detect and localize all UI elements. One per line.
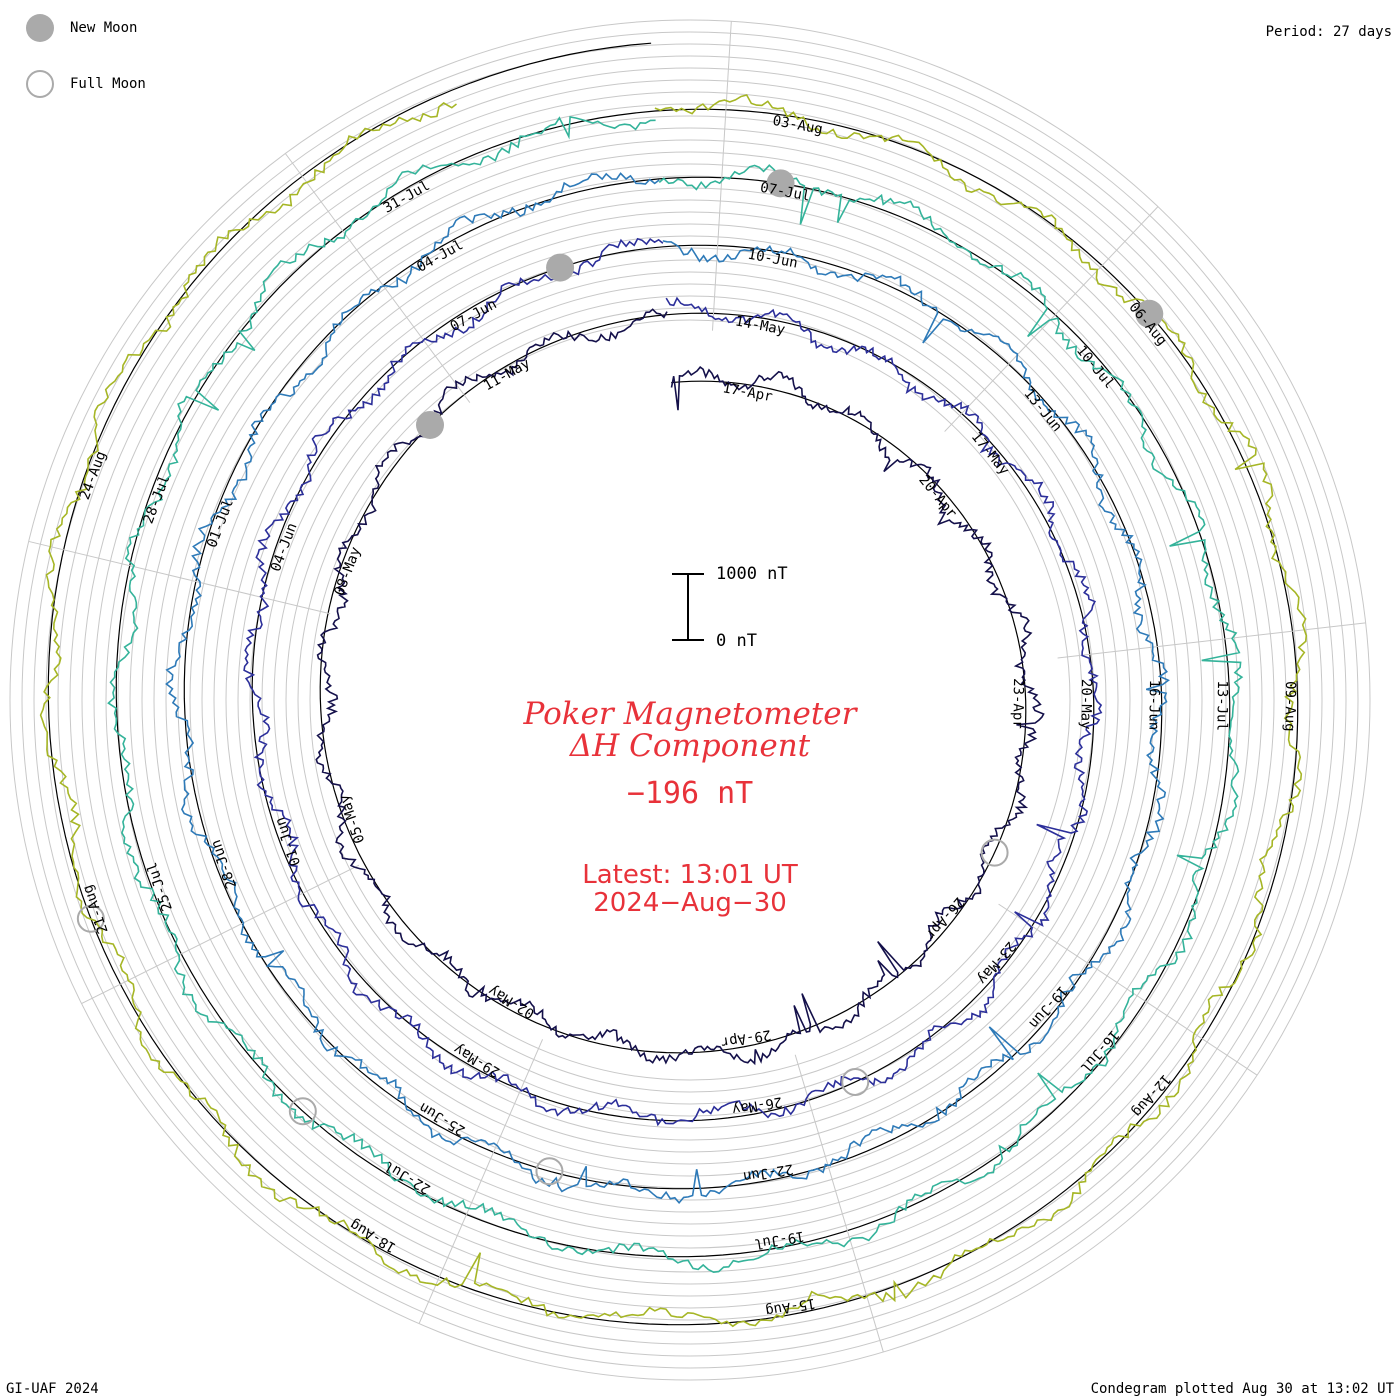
grid-spoke <box>794 1054 884 1353</box>
legend-new-moon-label: New Moon <box>70 20 138 36</box>
grid-ring <box>177 187 1203 1213</box>
grid-ring <box>117 127 1263 1273</box>
full-moon-marker <box>76 904 105 933</box>
grid-ring <box>93 103 1287 1297</box>
date-label: 01-Jun <box>272 815 304 868</box>
new-moon-marker <box>766 169 795 198</box>
legend-new-moon: New Moon <box>26 12 137 44</box>
grid-ring <box>165 175 1215 1225</box>
full-moon-icon <box>26 70 54 98</box>
grid-spoke <box>998 903 1258 1076</box>
date-label: 20-May <box>1077 679 1094 730</box>
date-label: 17-May <box>968 429 1012 478</box>
date-label: 07-Jul <box>759 180 812 205</box>
chart-subtitle: ΔH Component <box>569 728 811 764</box>
date-label: 17-Apr <box>721 380 774 405</box>
series-trace <box>243 237 1103 1127</box>
new-moon-marker <box>416 410 445 439</box>
footer-credit: GI-UAF 2024 <box>6 1381 99 1397</box>
grid-ring <box>261 271 1119 1129</box>
scale-bottom-label: 0 nT <box>716 631 757 651</box>
grid-ring <box>153 163 1227 1237</box>
grid-ring <box>249 259 1131 1141</box>
series-trace <box>315 308 1045 1066</box>
grid-ring <box>201 211 1179 1189</box>
date-label: 20-Apr <box>915 472 959 521</box>
latest-time: Latest: 13:01 UT <box>582 860 798 890</box>
date-label: 11-May <box>481 356 533 395</box>
grid-spoke <box>418 1039 544 1324</box>
date-label: 09-Aug <box>1281 681 1298 732</box>
grid-ring <box>273 283 1107 1117</box>
grid-spoke <box>711 21 732 331</box>
date-label: 15-Aug <box>764 1295 817 1319</box>
date-label: 23-Apr <box>1009 678 1026 729</box>
date-label: 31-Jul <box>381 178 433 217</box>
full-moon-marker <box>535 1157 564 1186</box>
date-label: 16-Jun <box>1145 680 1162 731</box>
grid-ring <box>57 67 1323 1333</box>
date-label: 28-Jun <box>208 838 240 891</box>
date-label: 22-Jun <box>742 1160 795 1184</box>
date-label: 05-May <box>336 792 368 845</box>
date-label: 16-Jul <box>1077 1027 1122 1076</box>
chart-title: Poker Magnetometer <box>523 696 857 732</box>
full-moon-marker <box>980 838 1009 867</box>
baseline-spiral <box>47 42 1299 1326</box>
grid-ring <box>237 247 1143 1153</box>
date-label: 25-Jun <box>417 1099 469 1139</box>
period-label: Period: 27 days <box>1265 24 1392 40</box>
date-label: 25-Jul <box>144 860 176 913</box>
date-label: 03-Aug <box>771 113 824 138</box>
grid-ring <box>189 199 1191 1201</box>
date-label: 08-May <box>331 545 364 598</box>
current-value: −196 nT <box>626 776 754 811</box>
scale-bar: 1000 nT 0 nT <box>672 564 788 651</box>
grid-ring <box>9 19 1371 1381</box>
grid-ring <box>297 307 1083 1093</box>
date-label: 21-Aug <box>80 883 112 936</box>
footer-plot-time: Condegram plotted Aug 30 at 13:02 UT <box>1090 1381 1394 1397</box>
series-trace <box>39 94 1308 1328</box>
grid-ring <box>69 79 1311 1321</box>
date-label: 13-Jul <box>1213 680 1230 731</box>
grid-spoke <box>284 153 471 403</box>
full-moon-marker <box>841 1068 870 1097</box>
new-moon-marker <box>1135 299 1164 328</box>
scale-top-label: 1000 nT <box>716 564 788 584</box>
grid-spoke <box>1057 622 1366 659</box>
series-trace <box>165 172 1170 1205</box>
grid-ring <box>141 151 1239 1249</box>
series-layer <box>39 94 1308 1328</box>
grid-spoke <box>28 540 331 615</box>
latest-date: 2024−Aug−30 <box>593 888 787 918</box>
date-label: 22-Jul <box>382 1157 434 1197</box>
grid-ring <box>105 115 1275 1285</box>
new-moon-icon <box>26 14 54 42</box>
grid-ring <box>21 31 1359 1369</box>
new-moon-marker <box>546 253 575 282</box>
date-label: 28-Jul <box>141 473 174 526</box>
date-label: 29-Apr <box>720 1026 773 1050</box>
full-moon-marker <box>288 1097 317 1126</box>
legend-full-moon-label: Full Moon <box>70 76 146 92</box>
legend-full-moon: Full Moon <box>26 68 146 100</box>
grid-ring <box>225 235 1155 1165</box>
date-label: 13-Jun <box>1020 386 1064 435</box>
grid-ring <box>33 43 1347 1357</box>
date-label: 07-Jun <box>448 296 500 335</box>
series-trace <box>107 116 1244 1274</box>
moon-markers <box>76 169 1164 1186</box>
date-label: 14-May <box>734 313 787 338</box>
grid-ring <box>309 319 1071 1081</box>
grid-ring <box>45 55 1335 1345</box>
grid-ring <box>129 139 1251 1261</box>
